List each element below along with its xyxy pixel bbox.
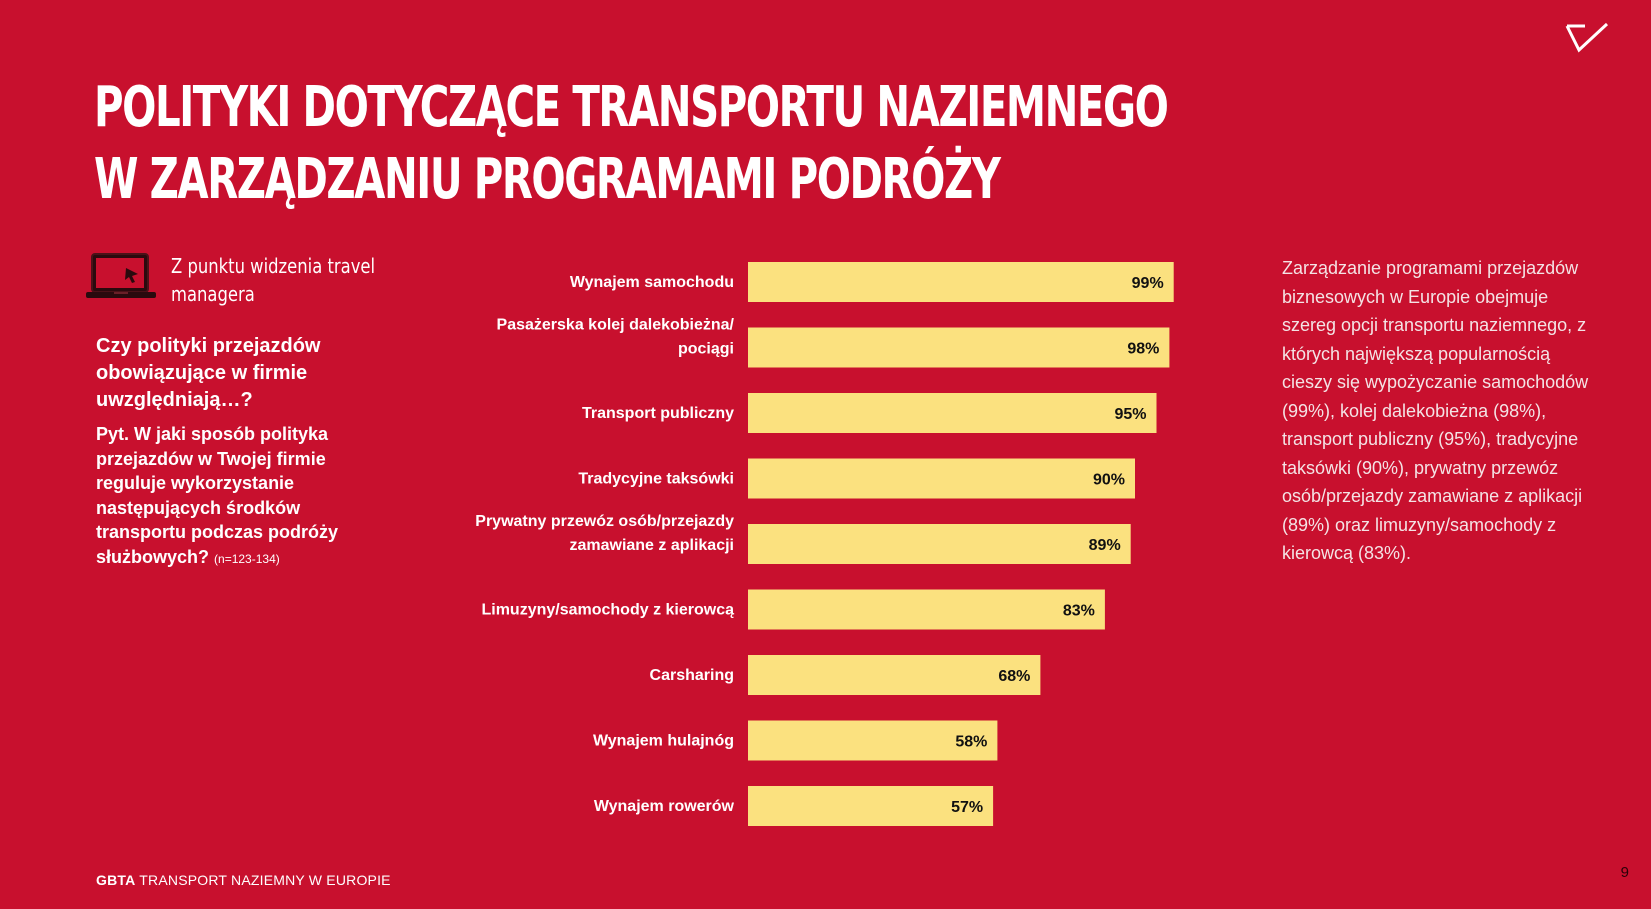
category-label: Wynajem samochodu — [570, 274, 734, 291]
category-label: Carsharing — [650, 667, 734, 684]
page-number: 9 — [1620, 864, 1629, 881]
bar — [748, 327, 1170, 368]
survey-prompt-text: Pyt. W jaki sposób polityka przejazdów w… — [96, 424, 339, 567]
bar-value-label: 58% — [955, 734, 987, 751]
category-label: Wynajem rowerów — [594, 798, 735, 815]
category-label-line: Prywatny przewóz osób/przejazdy — [475, 513, 734, 530]
chart-description: Zarządzanie programami przejazdów biznes… — [1282, 258, 1589, 563]
title-line-1: POLITYKI DOTYCZĄCE TRANSPORTU NAZIEMNEGO — [94, 75, 1169, 140]
category-label-line: pociągi — [678, 341, 734, 358]
category-label: Transport publiczny — [582, 405, 734, 422]
title-line-2: W ZARZĄDZANIU PROGRAMAMI PODRÓŻY — [94, 147, 1001, 212]
category-label-line: Wynajem samochodu — [570, 274, 734, 291]
bar — [748, 458, 1135, 499]
bar-value-label: 83% — [1063, 603, 1095, 620]
bar — [748, 655, 1041, 695]
bar-value-label: 90% — [1093, 472, 1125, 489]
bar-value-label: 89% — [1089, 537, 1121, 554]
sample-size-note: (n=123-134) — [214, 551, 280, 566]
category-label: Pasażerska kolej dalekobieżna/pociągi — [497, 317, 735, 358]
category-label-line: Pasażerska kolej dalekobieżna/ — [497, 317, 735, 334]
category-label: Tradycyjne taksówki — [578, 471, 734, 488]
bar-value-label: 57% — [951, 799, 983, 816]
page-title: POLITYKI DOTYCZĄCE TRANSPORTU NAZIEMNEGO… — [94, 72, 1169, 216]
bar — [748, 720, 998, 761]
bar-chart: 99% Wynajem samochodu 98% Pasażerska kolej … — [475, 262, 1174, 826]
category-label-line: Transport publiczny — [582, 405, 734, 422]
survey-question: Czy polityki przejazdów obowiązujące w f… — [96, 335, 321, 411]
checkmark-logo-icon — [1565, 22, 1609, 53]
category-label: Wynajem hulajnóg — [593, 733, 734, 750]
bar — [748, 589, 1105, 630]
perspective-label: Z punktu widzenia travel managera — [171, 254, 376, 306]
bar-value-label: 98% — [1127, 341, 1159, 358]
survey-prompt: Pyt. W jaki sposób polityka przejazdów w… — [96, 422, 366, 571]
category-label-line: Wynajem rowerów — [594, 798, 735, 815]
footer: GBTA TRANSPORT NAZIEMNY W EUROPIE — [96, 872, 391, 888]
category-label-line: zamawiane z aplikacji — [569, 537, 734, 554]
footer-text: TRANSPORT NAZIEMNY W EUROPIE — [139, 872, 391, 888]
category-label-line: Limuzyny/samochody z kierowcą — [481, 602, 734, 619]
category-label-line: Wynajem hulajnóg — [593, 733, 734, 750]
bar-value-label: 99% — [1132, 275, 1164, 292]
footer-brand: GBTA — [96, 872, 136, 888]
bar — [748, 786, 994, 826]
bar — [748, 393, 1157, 433]
bar — [748, 524, 1131, 564]
bar — [748, 262, 1174, 302]
category-label-line: Carsharing — [650, 667, 734, 684]
category-label: Prywatny przewóz osób/przejazdy zamawiane… — [475, 513, 734, 554]
bar-value-label: 68% — [998, 668, 1030, 685]
laptop-icon — [86, 253, 156, 298]
bar-value-label: 95% — [1114, 406, 1146, 423]
category-label: Limuzyny/samochody z kierowcą — [481, 602, 734, 619]
category-label-line: Tradycyjne taksówki — [578, 471, 734, 488]
